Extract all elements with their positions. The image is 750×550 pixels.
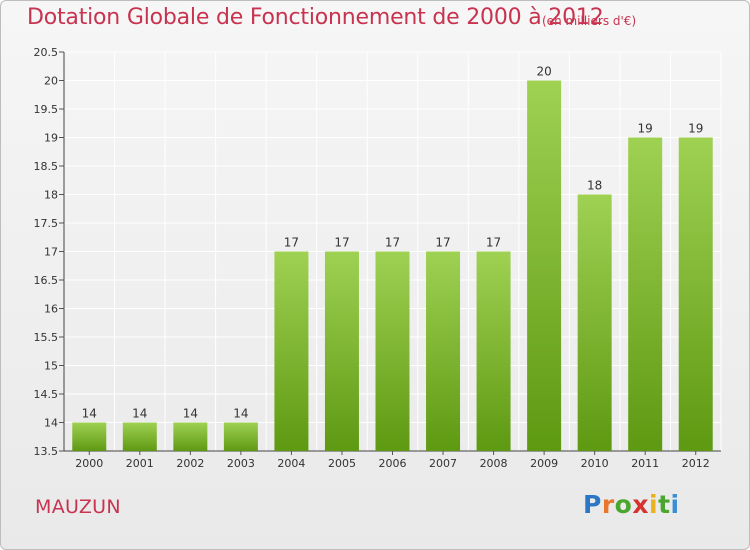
bar-value-label: 14 (132, 407, 147, 421)
y-tick-label: 14.5 (34, 388, 59, 401)
x-tick-label: 2007 (429, 457, 457, 470)
x-tick-label: 2010 (581, 457, 609, 470)
bar-value-label: 17 (334, 236, 349, 250)
x-tick-label: 2003 (227, 457, 255, 470)
x-tick-label: 2001 (126, 457, 154, 470)
place-name: MAUZUN (35, 496, 121, 518)
logo-letter: i (649, 490, 659, 519)
x-tick-label: 2006 (379, 457, 407, 470)
y-tick-label: 15 (44, 360, 58, 373)
bar-value-label: 19 (638, 122, 653, 136)
bar (678, 137, 713, 451)
bar-value-label: 17 (486, 236, 501, 250)
bar (72, 422, 107, 451)
logo-letter: x (632, 490, 649, 519)
y-tick-label: 20.5 (34, 46, 59, 59)
bar (476, 251, 511, 451)
bars (72, 80, 713, 451)
x-tick-label: 2009 (530, 457, 558, 470)
bar (426, 251, 461, 451)
logo-letter: o (614, 490, 633, 519)
x-tick-label: 2008 (480, 457, 508, 470)
bar-value-label: 17 (385, 236, 400, 250)
bar-value-label: 18 (587, 179, 602, 193)
y-tick-label: 17.5 (34, 217, 59, 230)
axes: 13.5 14 14.5 15 15.5 16 16.5 17 17.5 18 18.5 19 19.5… (34, 46, 721, 458)
bar (577, 194, 612, 451)
bar-value-label: 17 (284, 236, 299, 250)
y-tick-label: 16.5 (34, 274, 59, 287)
bar (223, 422, 258, 451)
bar (628, 137, 663, 451)
bar-value-label: 19 (688, 122, 703, 136)
y-tick-label: 16 (44, 303, 58, 316)
y-tick-label: 15.5 (34, 331, 59, 344)
y-tick-label: 14 (44, 417, 58, 430)
labels: 14 2000 14 2001 14 2002 14 2003 17 2004 17 2005 17 20… (75, 65, 709, 471)
logo-letter: r (601, 490, 615, 519)
bar-value-label: 14 (82, 407, 97, 421)
y-tick-label: 18 (44, 189, 58, 202)
x-tick-label: 2004 (277, 457, 305, 470)
bar-value-label: 14 (233, 407, 248, 421)
y-tick-label: 19.5 (34, 103, 59, 116)
y-tick-label: 20 (44, 75, 58, 88)
x-tick-label: 2005 (328, 457, 356, 470)
y-tick-label: 13.5 (34, 445, 59, 458)
x-tick-label: 2011 (631, 457, 659, 470)
x-tick-label: 2000 (75, 457, 103, 470)
bar (375, 251, 410, 451)
y-tick-label: 17 (44, 246, 58, 259)
bar (324, 251, 359, 451)
logo-letter: i (670, 490, 680, 519)
bar-value-label: 20 (536, 65, 551, 79)
bar (527, 80, 562, 451)
x-tick-label: 2012 (682, 457, 710, 470)
y-tick-label: 19 (44, 132, 58, 145)
logo-letter: P (583, 490, 602, 519)
y-tick-label: 18.5 (34, 160, 59, 173)
bar-value-label: 14 (183, 407, 198, 421)
bar (274, 251, 309, 451)
chart-title: Dotation Globale de Fonctionnement de 20… (27, 5, 604, 30)
logo-letter: t (658, 490, 671, 519)
chart-subtitle: (en milliers d'€) (542, 14, 637, 28)
bar (173, 422, 208, 451)
bar (122, 422, 157, 451)
x-tick-label: 2002 (176, 457, 204, 470)
bar-value-label: 17 (435, 236, 450, 250)
proxiti-logo: Proxiti (583, 490, 680, 519)
